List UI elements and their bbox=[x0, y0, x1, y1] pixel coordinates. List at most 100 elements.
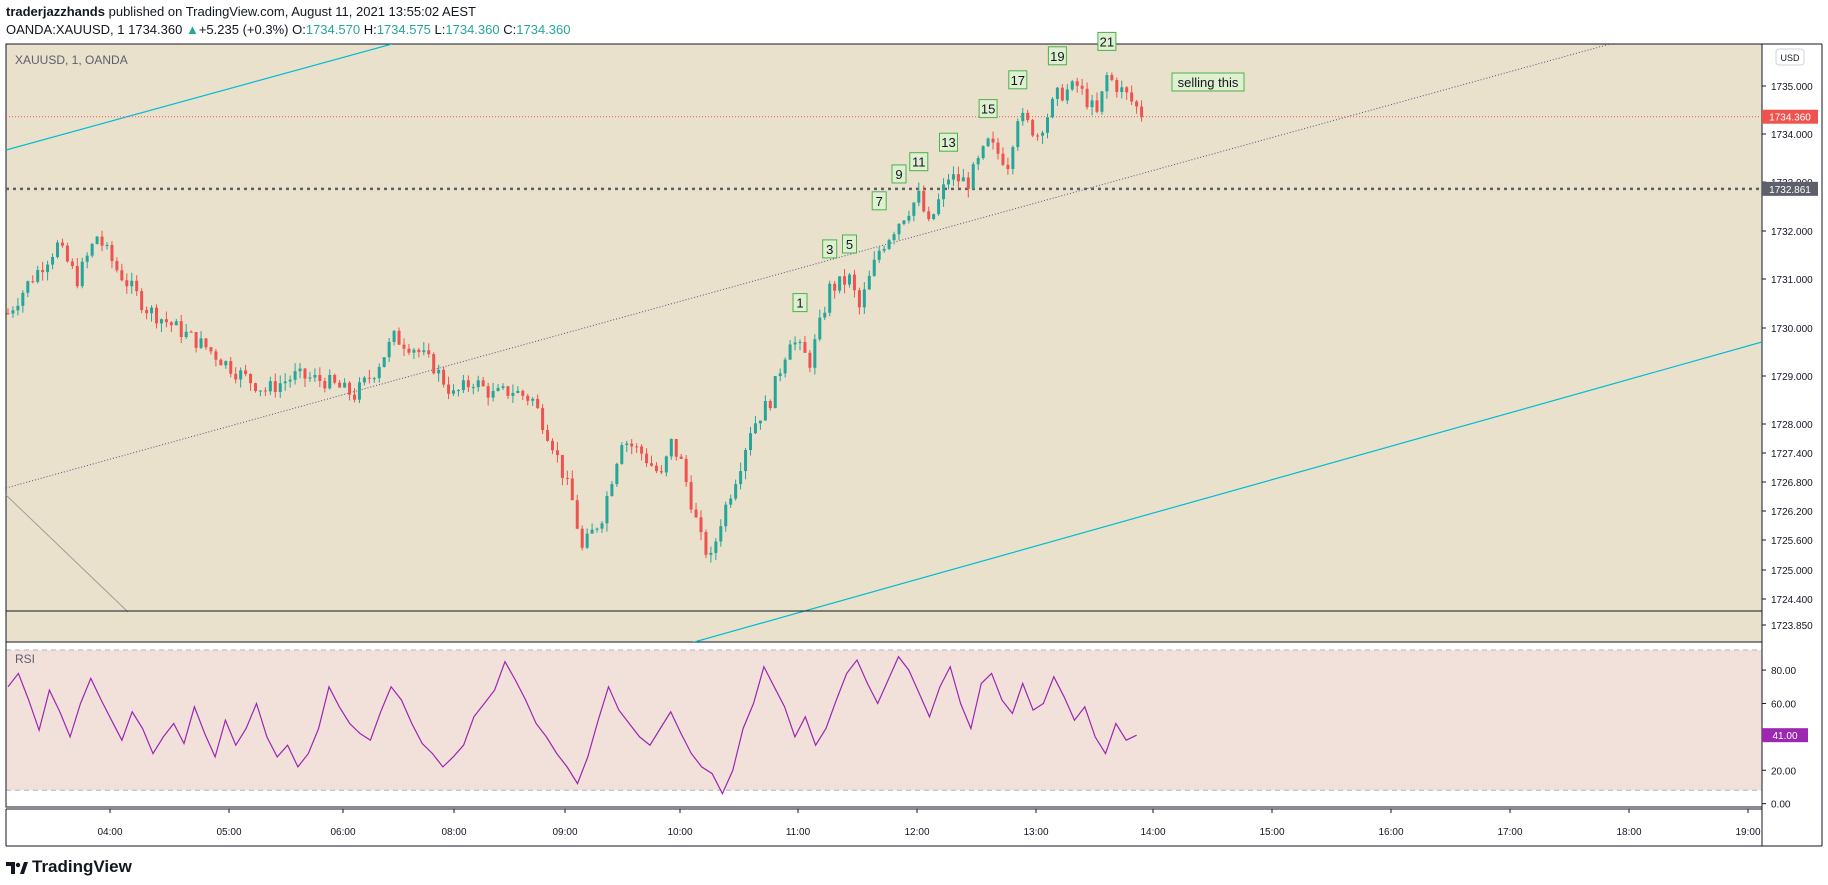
candle-body bbox=[546, 430, 550, 441]
main-plot-group bbox=[6, 44, 1762, 642]
candle-body bbox=[476, 380, 480, 388]
candle-body bbox=[615, 463, 619, 485]
candle-body bbox=[699, 517, 703, 533]
candle-body bbox=[219, 359, 223, 366]
candle-body bbox=[204, 338, 208, 348]
wave-label-box bbox=[822, 239, 838, 259]
candle-body bbox=[303, 368, 307, 379]
candle-body bbox=[466, 380, 470, 388]
candle-body bbox=[164, 319, 168, 323]
candle-body bbox=[862, 289, 866, 308]
candle-body bbox=[70, 261, 74, 267]
candle-body bbox=[927, 211, 931, 220]
wave-label-13: 13 bbox=[941, 135, 955, 150]
candle-body bbox=[1130, 92, 1134, 102]
candle-body bbox=[793, 342, 797, 345]
candle-body bbox=[31, 281, 35, 283]
candle-body bbox=[1095, 100, 1099, 112]
candle-body bbox=[26, 281, 30, 293]
candle-body bbox=[852, 274, 856, 291]
candle-body bbox=[471, 387, 475, 389]
price-tick-label: 1725.600 bbox=[1771, 536, 1813, 547]
candle-body bbox=[516, 390, 520, 393]
candle-body bbox=[1046, 117, 1049, 133]
candle-body bbox=[313, 374, 317, 378]
candle-body bbox=[689, 482, 693, 510]
change-arrow-icon: ▲ bbox=[185, 22, 199, 37]
candle-body bbox=[887, 240, 891, 249]
candle-body bbox=[848, 274, 851, 285]
candle-body bbox=[422, 350, 426, 353]
current-price-tag bbox=[1762, 109, 1818, 124]
candle-body bbox=[357, 382, 361, 400]
candle-body bbox=[367, 377, 371, 379]
candle-body bbox=[1016, 121, 1020, 148]
candle-body bbox=[417, 349, 421, 353]
candle-body bbox=[392, 330, 396, 342]
candle-body bbox=[318, 374, 322, 381]
candle-body bbox=[694, 509, 698, 518]
candle-body bbox=[823, 312, 827, 318]
candle-body bbox=[1135, 101, 1139, 107]
wave-label-5: 5 bbox=[846, 237, 853, 252]
candle-body bbox=[976, 157, 980, 165]
candle-body bbox=[669, 438, 673, 457]
candle-body bbox=[254, 383, 257, 392]
author-name[interactable]: traderjazzhands bbox=[6, 4, 105, 19]
candle-body bbox=[1006, 164, 1010, 169]
time-tick-label: 10:00 bbox=[667, 827, 692, 838]
rsi-tick-label: 0.00 bbox=[1771, 800, 1791, 811]
annotation-box bbox=[1171, 72, 1245, 92]
candle-body bbox=[407, 348, 411, 353]
candle-body bbox=[773, 376, 777, 409]
price-tick-label: 1735.000 bbox=[1771, 82, 1813, 93]
price-tick-label: 1731.000 bbox=[1771, 275, 1813, 286]
candle-body bbox=[283, 381, 287, 384]
candle-body bbox=[907, 215, 911, 221]
candle-body bbox=[526, 395, 530, 401]
candle-body bbox=[536, 398, 540, 409]
candle-body bbox=[343, 382, 347, 388]
wave-label-box bbox=[909, 152, 929, 172]
candle-body bbox=[1125, 87, 1129, 93]
currency-label: USD bbox=[1780, 53, 1800, 63]
candle-body bbox=[437, 369, 441, 374]
candle-body bbox=[244, 370, 248, 374]
price-tick-label: 1725.000 bbox=[1771, 566, 1813, 577]
candle-body bbox=[21, 292, 25, 306]
candle-body bbox=[511, 392, 515, 396]
candle-body bbox=[214, 351, 218, 360]
candle-body bbox=[818, 317, 822, 340]
candle-body bbox=[273, 381, 277, 392]
annotation-text: selling this bbox=[1178, 75, 1239, 90]
wave-label-box bbox=[1047, 46, 1067, 66]
wave-label-box bbox=[1008, 70, 1028, 90]
candle-body bbox=[298, 368, 302, 372]
candle-body bbox=[353, 394, 356, 400]
candle-body bbox=[659, 471, 663, 473]
publish-line: traderjazzhands published on TradingView… bbox=[6, 4, 476, 19]
candle-body bbox=[461, 380, 465, 391]
tradingview-brand[interactable]: TradingView bbox=[6, 857, 132, 877]
wave-label-21: 21 bbox=[1100, 34, 1114, 49]
candle-body bbox=[788, 344, 792, 360]
candle-body bbox=[1011, 147, 1015, 169]
price-tick-label: 1729.000 bbox=[1771, 372, 1813, 383]
candle-body bbox=[937, 199, 941, 215]
rsi-title: RSI bbox=[15, 652, 35, 666]
candle-body bbox=[679, 456, 683, 459]
candle-body bbox=[135, 280, 139, 292]
rsi-line bbox=[7, 655, 1137, 795]
candle-body bbox=[1001, 153, 1005, 165]
candle-body bbox=[531, 398, 535, 401]
candle-body bbox=[189, 331, 193, 333]
time-tick-label: 15:00 bbox=[1259, 827, 1284, 838]
candle-body bbox=[179, 321, 183, 338]
candle-body bbox=[803, 342, 807, 353]
candle-body bbox=[224, 361, 228, 366]
channel-lower-line bbox=[692, 341, 1762, 642]
candle-body bbox=[674, 438, 678, 457]
wave-label-1: 1 bbox=[796, 296, 803, 311]
candle-body bbox=[100, 236, 104, 246]
